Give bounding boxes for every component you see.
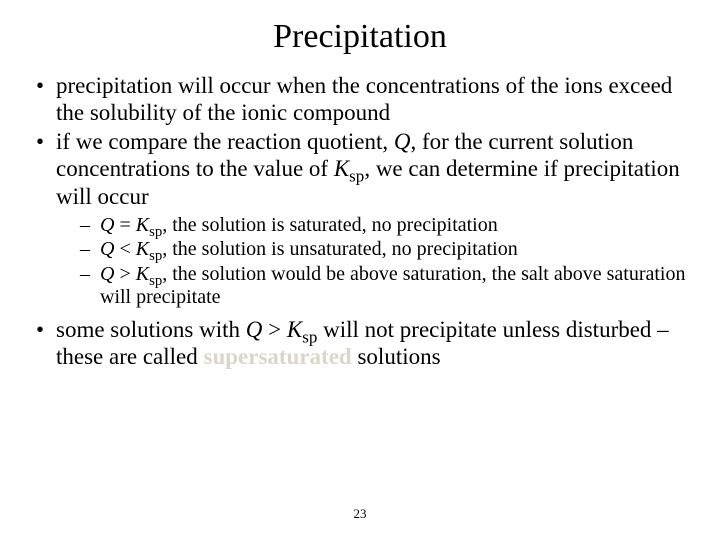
var-q: Q	[100, 263, 114, 285]
sub-bullet-list: Q = Ksp, the solution is saturated, no p…	[56, 214, 690, 310]
bullet-item: if we compare the reaction quotient, Q, …	[30, 128, 690, 310]
highlight-word: supersaturated	[204, 344, 352, 369]
sub-bullet-text: , the solution is saturated, no precipit…	[162, 214, 498, 236]
sub-bullet-text: , the solution is unsaturated, no precip…	[162, 238, 518, 260]
subscript-sp: sp	[349, 167, 364, 186]
bullet-item: some solutions with Q > Ksp will not pre…	[30, 316, 690, 370]
var-k: K	[334, 156, 349, 181]
operator: >	[262, 317, 286, 342]
subscript-sp: sp	[149, 224, 162, 240]
operator: =	[114, 214, 135, 236]
var-k: K	[136, 238, 149, 260]
var-k: K	[136, 263, 149, 285]
sub-bullet-item: Q = Ksp, the solution is saturated, no p…	[56, 214, 690, 238]
sub-bullet-item: Q < Ksp, the solution is unsaturated, no…	[56, 238, 690, 262]
slide-title: Precipitation	[30, 18, 690, 56]
bullet-item: precipitation will occur when the concen…	[30, 72, 690, 126]
subscript-sp: sp	[149, 248, 162, 264]
operator: >	[114, 263, 135, 285]
bullet-text-part: some solutions with	[56, 317, 246, 342]
bullet-text-part: solutions	[352, 344, 441, 369]
var-k: K	[136, 214, 149, 236]
bullet-text-part: if we compare the reaction quotient,	[56, 129, 394, 154]
page-number: 23	[0, 506, 720, 522]
sub-bullet-text: , the solution would be above saturation…	[100, 263, 685, 309]
var-q: Q	[100, 214, 114, 236]
var-q: Q	[246, 317, 263, 342]
sub-bullet-item: Q > Ksp, the solution would be above sat…	[56, 263, 690, 310]
var-q: Q	[100, 238, 114, 260]
bullet-text: precipitation will occur when the concen…	[56, 73, 672, 125]
var-k: K	[287, 317, 302, 342]
operator: <	[114, 238, 135, 260]
bullet-list: precipitation will occur when the concen…	[30, 72, 690, 370]
var-q: Q	[394, 129, 411, 154]
